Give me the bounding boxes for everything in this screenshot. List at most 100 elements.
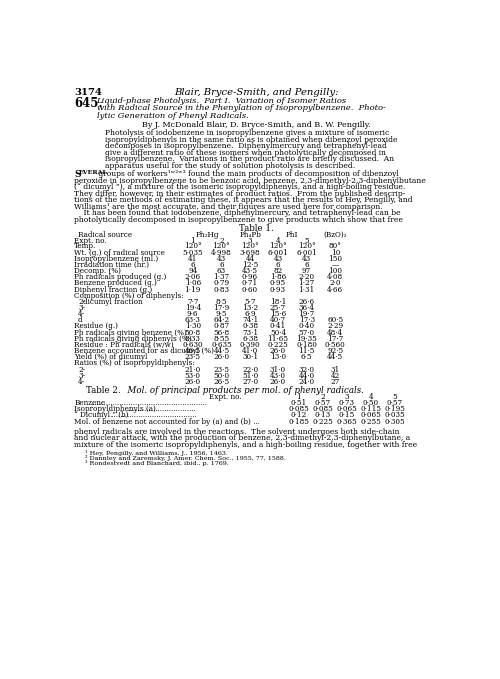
Text: Table 1.: Table 1. — [239, 224, 274, 233]
Text: 43·0: 43·0 — [270, 372, 286, 380]
Text: with Radical Source in the Phenylation of Isopropylbenzene.  Photo-: with Radical Source in the Phenylation o… — [96, 104, 386, 112]
Text: Isopropyldiphenyls (a): Isopropyldiphenyls (a) — [74, 405, 156, 414]
Text: .......................................: ....................................... — [110, 411, 198, 420]
Text: Irradiation time (hr.): Irradiation time (hr.) — [74, 261, 149, 269]
Text: Expt. no.: Expt. no. — [209, 393, 242, 401]
Text: 0·51: 0·51 — [291, 399, 307, 407]
Text: 0·185: 0·185 — [288, 418, 310, 426]
Text: 0·93: 0·93 — [270, 286, 286, 293]
Text: (BzO)₂: (BzO)₂ — [324, 231, 347, 239]
Text: 5·7: 5·7 — [244, 298, 256, 306]
Text: isopropylbenzene.  Variations in the product ratio are briefly discussed.  An: isopropylbenzene. Variations in the prod… — [105, 155, 394, 164]
Text: 0·365: 0·365 — [336, 418, 357, 426]
Text: 43: 43 — [302, 255, 311, 263]
Text: 1·86: 1·86 — [270, 273, 286, 281]
Text: Temp.: Temp. — [74, 242, 96, 251]
Text: 4·998: 4·998 — [211, 249, 232, 257]
Text: 0·50: 0·50 — [363, 399, 379, 407]
Text: 26·6: 26·6 — [298, 298, 314, 306]
Text: Mol. of principal products per mol. of phenyl radicals.: Mol. of principal products per mol. of p… — [122, 386, 364, 395]
Text: 5: 5 — [304, 237, 309, 244]
Text: and nuclear attack, with the production of benzene, 2,3-dimethyl-2,3-diphenylbut: and nuclear attack, with the production … — [74, 434, 410, 442]
Text: 60·5: 60·5 — [327, 316, 344, 325]
Text: 30·1: 30·1 — [242, 353, 258, 361]
Text: 5·035: 5·035 — [182, 249, 203, 257]
Text: 26·0: 26·0 — [184, 378, 201, 386]
Text: 6: 6 — [219, 261, 224, 269]
Text: 0·115: 0·115 — [360, 405, 382, 414]
Text: 26·0: 26·0 — [270, 378, 286, 386]
Text: 2-: 2- — [78, 298, 85, 306]
Text: 3174: 3174 — [74, 88, 102, 96]
Text: 43: 43 — [217, 255, 226, 263]
Text: 0·15: 0·15 — [339, 411, 355, 420]
Text: 0·13: 0·13 — [315, 411, 331, 420]
Text: apparatus useful for the study of solution photolysis is described.: apparatus useful for the study of soluti… — [105, 162, 355, 170]
Text: EVERAL: EVERAL — [78, 170, 108, 175]
Text: tions of the methods of estimating these, it appears that the results of Hey, Pe: tions of the methods of estimating these… — [74, 196, 413, 204]
Text: d: d — [78, 316, 82, 325]
Text: 27·0: 27·0 — [242, 378, 258, 386]
Text: ....................................................: ........................................… — [90, 399, 208, 407]
Text: Williams¹ are the most accurate, and their figures are used here for comparison.: Williams¹ are the most accurate, and the… — [74, 203, 383, 210]
Text: Decomp. (%): Decomp. (%) — [74, 267, 121, 275]
Text: 63: 63 — [217, 267, 226, 275]
Text: decomposes in isopropylbenzene.  Diphenylmercury and tetraphenyl-lead: decomposes in isopropylbenzene. Diphenyl… — [105, 143, 387, 150]
Text: 25·7: 25·7 — [270, 304, 286, 312]
Text: It has been found that iodobenzene, diphenylmercury, and tetraphenyl-lead can be: It has been found that iodobenzene, diph… — [74, 209, 401, 217]
Text: 41: 41 — [188, 255, 198, 263]
Text: 8·33: 8·33 — [185, 335, 200, 343]
Text: 120°: 120° — [298, 242, 316, 251]
Text: 24·0: 24·0 — [298, 378, 314, 386]
Text: They differ, however, in their estimates of product ratios.  From the published : They differ, however, in their estimates… — [74, 189, 406, 198]
Text: 42: 42 — [330, 372, 340, 380]
Text: Benzene accounted for as dicumyl (%): Benzene accounted for as dicumyl (%) — [74, 347, 214, 355]
Text: 23·5: 23·5 — [214, 365, 230, 373]
Text: 0·225: 0·225 — [312, 418, 334, 426]
Text: 0·195: 0·195 — [384, 405, 406, 414]
Text: Ph₂Hg: Ph₂Hg — [196, 231, 219, 239]
Text: 6: 6 — [276, 261, 280, 269]
Text: 120°: 120° — [212, 242, 230, 251]
Text: Table 2.: Table 2. — [86, 386, 120, 395]
Text: Ratios (%) of isopropyldiphenyls:: Ratios (%) of isopropyldiphenyls: — [74, 359, 195, 367]
Text: 0·87: 0·87 — [214, 323, 230, 331]
Text: 10: 10 — [330, 249, 340, 257]
Text: 3·698: 3·698 — [240, 249, 260, 257]
Text: 1·37: 1·37 — [214, 273, 230, 281]
Text: isopropyldiphenyls in the same ratio as is obtained when dibenzoyl peroxide: isopropyldiphenyls in the same ratio as … — [105, 136, 398, 144]
Text: 27: 27 — [330, 378, 340, 386]
Text: Ph radicals produced (g.): Ph radicals produced (g.) — [74, 273, 166, 281]
Text: Wt. (g.) of radical source: Wt. (g.) of radical source — [74, 249, 165, 257]
Text: 41·0: 41·0 — [242, 347, 258, 355]
Text: Yield (%) of dicumyl: Yield (%) of dicumyl — [74, 353, 148, 361]
Text: 0·79: 0·79 — [214, 279, 230, 287]
Text: 0·41: 0·41 — [270, 323, 286, 331]
Text: Residue (g.): Residue (g.) — [74, 323, 118, 331]
Text: 18·1: 18·1 — [270, 298, 286, 306]
Text: 2: 2 — [320, 393, 325, 401]
Text: 6·38: 6·38 — [242, 335, 258, 343]
Text: Benzene produced (g.): Benzene produced (g.) — [74, 279, 157, 287]
Text: 0·390: 0·390 — [240, 341, 260, 349]
Text: 2-: 2- — [78, 365, 85, 373]
Text: ...............................: ............................... — [126, 405, 196, 414]
Text: 8·5: 8·5 — [216, 298, 227, 306]
Text: 94: 94 — [188, 267, 198, 275]
Text: mixture of the isomeric isopropyldiphenyls, and a high-boiling residue, together: mixture of the isomeric isopropyldipheny… — [74, 441, 417, 449]
Text: 9·5: 9·5 — [216, 310, 227, 318]
Text: 1·27: 1·27 — [298, 279, 315, 287]
Text: 6·9: 6·9 — [244, 310, 256, 318]
Text: 120°: 120° — [184, 242, 202, 251]
Text: 32·0: 32·0 — [298, 365, 314, 373]
Text: 43·5: 43·5 — [242, 267, 258, 275]
Text: 92·5: 92·5 — [327, 347, 344, 355]
Text: 0·085: 0·085 — [288, 405, 309, 414]
Text: 57·0: 57·0 — [298, 329, 314, 337]
Text: 82: 82 — [274, 267, 282, 275]
Text: 3-: 3- — [78, 372, 85, 380]
Text: groups of workers¹ʷ²ʷ³ found the main products of decomposition of dibenzoyl: groups of workers¹ʷ²ʷ³ found the main pr… — [96, 170, 398, 178]
Text: 0·95: 0·95 — [270, 279, 286, 287]
Text: 80°: 80° — [329, 242, 342, 251]
Text: 6: 6 — [304, 261, 309, 269]
